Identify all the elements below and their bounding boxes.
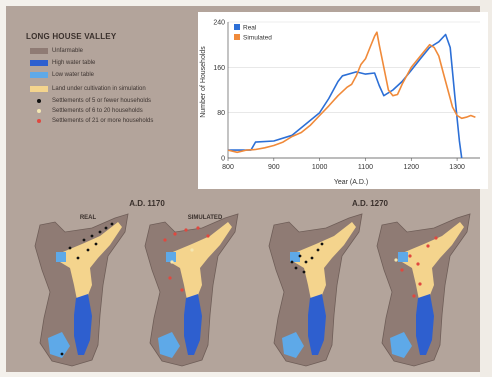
chart-legend: Real Simulated	[234, 24, 272, 42]
settlements-real-1170	[60, 222, 114, 356]
legend-swatch	[30, 86, 48, 92]
series-line-simulated	[227, 31, 476, 154]
year-label-1170: A.D. 1170	[129, 199, 165, 208]
legend-entry-real: Real	[243, 25, 257, 32]
chart-area: 0 80 160 240 800 900 1000 1100 1200 1300 Real Simu…	[198, 12, 488, 189]
legend-medium-settlement: Settlements of 6 to 20 households	[30, 106, 143, 116]
legend-large-settlement: Settlements of 21 or more households	[30, 116, 153, 126]
legend-dot	[37, 109, 41, 113]
legend-label: Settlements of 21 or more households	[52, 118, 154, 124]
legend-marker-simulated	[234, 34, 240, 40]
legend-small-settlement: Settlements of 5 or fewer households	[30, 96, 151, 106]
x-tick-label: 800	[222, 164, 234, 171]
map-label-simulated: SIMULATED	[188, 215, 223, 221]
legend-unfarmable: Unfarmable	[30, 46, 83, 56]
settlements-simulated-1270	[394, 236, 438, 298]
legend-label: Unfarmable	[52, 48, 84, 54]
settlements-simulated-1170	[163, 226, 210, 292]
legend-dot	[37, 119, 41, 123]
y-axis-label: Number of Households	[200, 46, 207, 118]
panel-title: LONG HOUSE VALLEY	[26, 32, 117, 41]
map-simulated-1270	[376, 213, 471, 367]
legend-low-water: Low water table	[30, 70, 94, 80]
settlements-real-1270	[290, 242, 324, 274]
legend-label: Land under cultivation in simulation	[52, 86, 146, 92]
legend-swatch	[30, 72, 48, 78]
map-real-1270	[268, 213, 363, 367]
y-tick-label: 160	[213, 65, 225, 72]
legend-marker-real	[234, 24, 240, 30]
legend-cultivation: Land under cultivation in simulation	[30, 84, 146, 94]
line-chart: 0 80 160 240 800 900 1000 1100 1200 1300 Real Simu…	[200, 20, 480, 186]
series-group	[227, 31, 476, 159]
x-tick-label: 1300	[449, 164, 465, 171]
year-label-1270: A.D. 1270	[352, 199, 389, 208]
legend-swatch	[30, 60, 48, 66]
series-line-real	[228, 33, 463, 159]
x-axis-label: Year (A.D.)	[334, 179, 368, 186]
y-tick-label: 240	[213, 20, 225, 27]
map-simulated-1170	[144, 213, 239, 367]
legend-label: Settlements of 5 or fewer households	[52, 98, 152, 104]
legend-dot	[37, 99, 41, 103]
legend-entry-simulated: Simulated	[243, 35, 272, 42]
y-tick-label: 80	[217, 110, 225, 117]
map-label-real: REAL	[80, 215, 97, 221]
x-tick-label: 900	[268, 164, 280, 171]
map-real-1170	[34, 213, 129, 367]
axes: 0 80 160 240 800 900 1000 1100 1200 1300	[213, 20, 480, 171]
legend-swatch	[30, 48, 48, 54]
legend-label: Low water table	[52, 72, 95, 78]
x-tick-label: 1000	[312, 164, 328, 171]
x-tick-label: 1200	[403, 164, 419, 171]
legend-high-water: High water table	[30, 58, 95, 68]
y-tick-label: 0	[221, 156, 225, 163]
legend-label: Settlements of 6 to 20 households	[52, 108, 143, 114]
legend-label: High water table	[52, 60, 96, 66]
x-tick-label: 1100	[358, 164, 373, 171]
